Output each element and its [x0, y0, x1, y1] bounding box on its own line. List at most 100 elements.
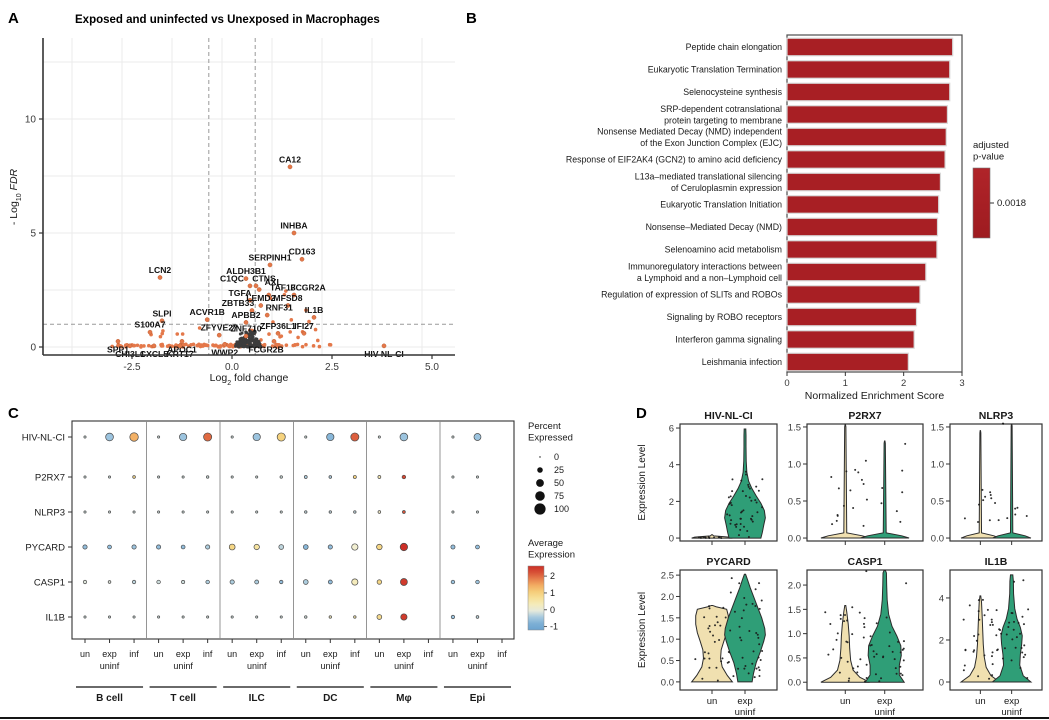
jitter-point — [1025, 514, 1028, 517]
dot-plot: HIV-NL-CI P2RX7 NLRP3 PYCARD CASP1 IL1B un exp u… — [22, 420, 575, 704]
enrichment-bar — [786, 60, 951, 79]
gene-point — [147, 329, 153, 335]
jitter-point — [963, 517, 966, 520]
size-legend-dot — [535, 491, 545, 501]
expression-dot — [229, 579, 235, 585]
jitter-point — [1017, 622, 1020, 625]
expression-dot — [279, 510, 283, 514]
scatter-point-significant — [282, 292, 287, 297]
scatter-point-nonsignificant — [241, 339, 245, 343]
jitter-point — [846, 660, 849, 663]
condition-sublabel: uninf — [394, 661, 414, 671]
size-legend-value: 75 — [554, 491, 564, 501]
gene-label: WWP2 — [211, 347, 238, 357]
gene-label: CXCL5 — [140, 349, 168, 359]
jitter-point — [742, 525, 745, 528]
jitter-point — [751, 515, 754, 518]
jitter-point — [713, 536, 716, 539]
y-tick-label: 1.0 — [788, 629, 801, 640]
scatter-point-nonsignificant — [257, 344, 261, 348]
y-tick-label: 0.0 — [661, 677, 674, 688]
jitter-point — [758, 669, 761, 672]
expression-dot — [475, 510, 479, 514]
jitter-point — [751, 520, 754, 523]
expression-dot — [399, 432, 409, 442]
jitter-point — [730, 577, 733, 580]
jitter-point — [837, 487, 840, 490]
y-tick-label: 0 — [30, 343, 36, 354]
jitter-point — [708, 657, 711, 660]
jitter-point — [743, 597, 746, 600]
gene-point — [127, 343, 133, 349]
violin-title: P2RX7 — [848, 410, 881, 422]
scatter-point-significant — [182, 342, 186, 347]
pathway-label: L13a–mediated translational silencing of … — [635, 172, 782, 194]
avg-expression-colorbar — [527, 565, 545, 631]
pathway-label: Selenoamino acid metabolism — [665, 245, 782, 255]
violin-shape-un — [820, 604, 870, 683]
expression-dot — [377, 475, 382, 479]
y-tick-label: 0.5 — [788, 653, 801, 664]
jitter-point — [977, 520, 980, 523]
enrichment-bar — [786, 195, 940, 214]
jitter-point — [739, 522, 742, 525]
expression-dot — [252, 432, 261, 442]
expression-dot — [451, 510, 455, 514]
jitter-point — [1000, 632, 1003, 635]
x-tick-sublabel: uninf — [735, 707, 756, 718]
jitter-point — [758, 643, 761, 646]
jitter-point — [977, 675, 980, 678]
jitter-point — [847, 679, 850, 682]
panel-label-a: A — [8, 10, 19, 27]
condition-label: un — [301, 649, 311, 659]
scatter-point-significant — [174, 343, 178, 347]
scatter-point-significant — [304, 308, 308, 312]
gene-label: SPP1 — [107, 344, 129, 354]
violin-shape-un — [959, 595, 1002, 683]
scatter-point-significant — [279, 334, 284, 338]
jitter-point — [747, 483, 750, 486]
jitter-point — [752, 650, 755, 653]
enrichment-bar — [786, 172, 942, 192]
jitter-point — [990, 618, 993, 621]
condition-label: un — [154, 649, 164, 659]
jitter-point — [755, 667, 758, 670]
condition-label: inf — [424, 649, 434, 659]
gene-point — [299, 256, 305, 262]
jitter-point — [747, 672, 750, 675]
expression-dot — [131, 579, 137, 585]
scatter-point-nonsignificant — [252, 338, 256, 342]
gene-row-label: P2RX7 — [35, 473, 65, 484]
scatter-point-significant — [268, 296, 273, 301]
expression-dot — [83, 510, 87, 514]
violin-panel-HIV-NL-CI: HIV-NL-CI 0 2 4 6 — [669, 410, 778, 545]
gene-row-label: HIV-NL-CI — [22, 433, 65, 444]
jitter-point — [758, 607, 761, 610]
size-legend-dot — [539, 456, 541, 458]
jitter-point — [756, 633, 759, 636]
jitter-point — [759, 658, 762, 661]
color-legend-title: Average Expression — [528, 538, 575, 561]
enrichment-bar — [786, 150, 946, 169]
expression-dot — [328, 615, 332, 619]
jitter-point — [757, 666, 760, 669]
expression-dot — [230, 615, 234, 619]
gene-point — [151, 343, 157, 349]
gene-point — [243, 320, 249, 325]
jitter-point — [893, 658, 896, 661]
scatter-point-nonsignificant — [253, 329, 257, 333]
jitter-point — [754, 499, 757, 502]
gene-point — [249, 308, 255, 313]
condition-label: un — [448, 649, 458, 659]
gene-label: APOC1 — [167, 344, 197, 354]
jitter-point — [731, 478, 734, 481]
jitter-point — [842, 504, 845, 507]
jitter-point — [737, 667, 740, 670]
expression-dot — [399, 542, 408, 552]
expression-dot — [203, 432, 213, 442]
scatter-point-significant — [161, 329, 165, 333]
y-tick-label: 0.5 — [788, 497, 801, 508]
